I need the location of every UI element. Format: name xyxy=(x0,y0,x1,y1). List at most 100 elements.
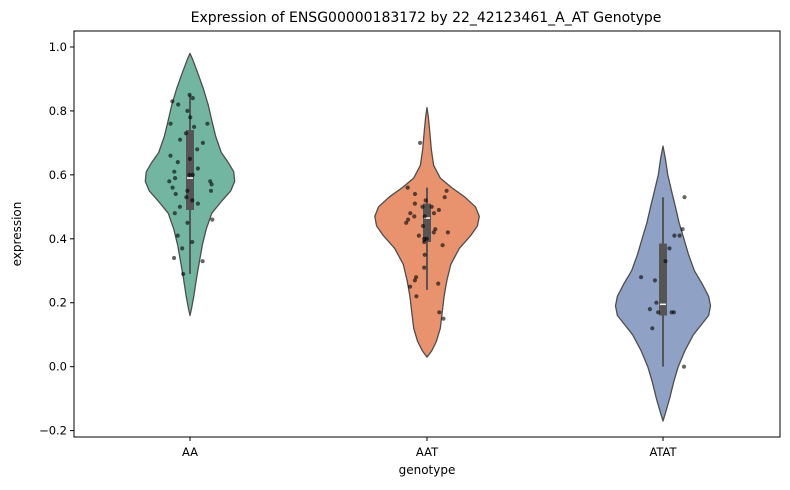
violin-atat xyxy=(614,145,712,422)
data-point xyxy=(671,310,677,315)
data-point xyxy=(192,124,197,129)
x-axis-label: genotype xyxy=(399,463,456,477)
data-point xyxy=(170,185,175,190)
data-point xyxy=(672,233,677,238)
data-point xyxy=(185,108,190,113)
data-point xyxy=(210,217,215,222)
data-point xyxy=(188,115,193,120)
axes: −0.2 0.0 0.2 0.4 0.6 0.8 1.0 AA AAT ATAT xyxy=(39,40,677,459)
data-point xyxy=(420,204,425,209)
chart-title: Expression of ENSG00000183172 by 22_4212… xyxy=(191,10,662,26)
data-point xyxy=(178,137,183,142)
data-point xyxy=(414,294,419,299)
data-point xyxy=(650,326,655,331)
violin-aa xyxy=(144,52,236,317)
data-point xyxy=(639,275,644,280)
data-point xyxy=(656,310,661,315)
data-point xyxy=(205,121,210,126)
x-tick-label: ATAT xyxy=(649,445,677,459)
data-point xyxy=(418,140,423,145)
data-point xyxy=(187,172,192,177)
data-point xyxy=(408,211,413,216)
data-point xyxy=(172,169,177,174)
data-point xyxy=(424,236,429,241)
data-point xyxy=(416,233,421,238)
data-point xyxy=(185,188,190,193)
data-point xyxy=(422,214,427,219)
data-point xyxy=(170,99,175,104)
data-point xyxy=(208,188,214,193)
data-point xyxy=(412,201,417,206)
data-point xyxy=(440,243,445,248)
data-point xyxy=(190,198,195,203)
data-point xyxy=(200,259,205,264)
data-point xyxy=(444,188,449,193)
data-point xyxy=(405,185,410,190)
data-point xyxy=(436,207,441,213)
data-point xyxy=(420,223,426,229)
data-point xyxy=(406,217,411,222)
plot-area xyxy=(144,52,712,422)
iqr-box xyxy=(659,243,667,316)
data-point xyxy=(445,230,450,235)
data-point xyxy=(190,172,195,177)
data-point xyxy=(677,233,682,238)
data-point xyxy=(168,153,173,158)
y-tick-label: 0.8 xyxy=(49,104,67,118)
iqr-box xyxy=(423,203,431,242)
data-point xyxy=(177,204,182,209)
y-tick-label: −0.2 xyxy=(39,424,67,438)
data-point xyxy=(422,252,427,257)
data-point xyxy=(190,96,195,101)
data-point xyxy=(647,307,653,312)
iqr-box xyxy=(186,130,194,211)
data-point xyxy=(422,239,427,245)
violin-aat xyxy=(374,107,480,358)
data-point xyxy=(681,364,687,369)
data-point xyxy=(663,259,668,264)
data-point xyxy=(667,246,672,251)
data-point xyxy=(682,195,687,200)
data-point xyxy=(180,246,185,251)
data-point xyxy=(200,140,205,145)
data-point xyxy=(436,281,441,286)
data-point xyxy=(680,227,685,232)
data-point xyxy=(175,160,180,165)
data-point xyxy=(414,275,419,280)
data-point xyxy=(422,265,427,270)
data-point xyxy=(175,233,180,238)
data-point xyxy=(441,316,446,321)
data-point xyxy=(652,278,658,283)
data-point xyxy=(173,191,178,197)
data-point xyxy=(412,214,417,219)
data-point xyxy=(412,278,417,283)
y-tick-label: 0.2 xyxy=(49,296,67,310)
data-point xyxy=(187,156,192,161)
data-point xyxy=(168,121,173,126)
data-point xyxy=(195,147,200,152)
data-point xyxy=(172,211,177,216)
y-tick-label: 0.0 xyxy=(49,360,67,374)
data-point xyxy=(195,201,200,206)
data-point xyxy=(181,271,186,277)
data-point xyxy=(654,300,659,305)
data-point xyxy=(172,255,177,261)
data-point xyxy=(190,239,195,245)
data-point xyxy=(185,220,190,225)
y-axis-label: expression xyxy=(10,202,24,267)
data-point xyxy=(431,230,436,235)
data-point xyxy=(437,310,442,315)
y-tick-label: 0.4 xyxy=(49,232,67,246)
data-point xyxy=(404,220,409,225)
data-point xyxy=(433,227,438,232)
data-point xyxy=(176,102,181,107)
x-tick-label: AA xyxy=(182,445,198,459)
data-point xyxy=(429,204,434,209)
data-point xyxy=(423,198,428,203)
data-point xyxy=(408,284,413,289)
data-point xyxy=(184,195,189,200)
data-point xyxy=(431,211,437,216)
data-point xyxy=(195,166,200,171)
data-point xyxy=(187,92,192,97)
